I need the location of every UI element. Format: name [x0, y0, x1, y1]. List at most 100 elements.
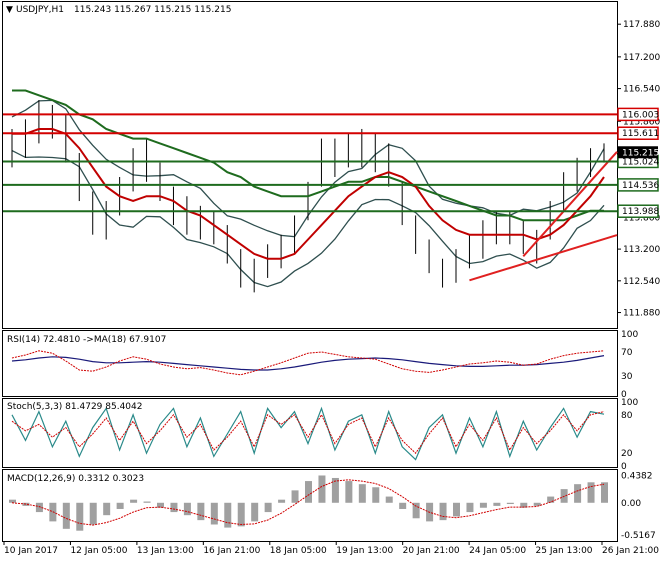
macd-hist-bar	[143, 501, 151, 503]
level-tag-box	[617, 204, 659, 218]
macd-hist-bar	[412, 502, 420, 519]
price-axis-label: 116.540	[623, 85, 660, 95]
last-price-tag-box	[618, 146, 658, 159]
ma-slow-line	[12, 89, 604, 222]
macd-hist-bar	[251, 502, 259, 522]
last-price-tag-label: 115.215	[622, 148, 659, 158]
level-tag-label: 115.611	[622, 129, 659, 139]
macd-hist-bar	[237, 502, 245, 527]
macd-hist-bar	[453, 502, 460, 517]
macd-hist-bar	[305, 481, 312, 503]
stoch-axis-label: 0	[621, 462, 627, 472]
collapse-arrow-icon[interactable]: ▼	[6, 5, 13, 15]
stoch-signal-line	[11, 411, 605, 454]
macd-panel-frame	[2, 469, 618, 542]
level-tag-box	[617, 126, 659, 140]
macd-hist-bar	[439, 502, 447, 521]
macd-hist-bar	[62, 502, 70, 529]
stoch-main-line	[11, 406, 605, 461]
macd-hist-bar	[197, 502, 205, 521]
ohlc-label: 115.243 115.267 115.215 115.215	[74, 5, 231, 15]
level-tag-label: 115.024	[622, 157, 659, 167]
price-axis-label: 117.200	[623, 53, 660, 63]
macd-hist-bar	[358, 484, 366, 503]
macd-hist-bar	[506, 502, 514, 505]
axis-layer: 117.880 117.200 116.540 115.860 113.860 113.2…	[3, 20, 660, 556]
macd-hist-bar	[89, 502, 97, 525]
macd-hist-bar	[587, 482, 595, 503]
macd-hist-bar	[22, 502, 30, 506]
rsi-panel-frame	[2, 330, 618, 397]
macd-hist-bar	[547, 496, 555, 503]
rsi-signal-line	[11, 355, 605, 371]
macd-layer	[9, 475, 608, 531]
symbol-label: USDJPY,H1	[16, 5, 64, 15]
level-tag-label: 116.003	[622, 110, 659, 120]
rsi-axis-label: 100	[621, 330, 638, 340]
macd-hist-bar	[466, 502, 474, 513]
time-axis-label: 12 Jan 05:00	[70, 546, 127, 556]
macd-hist-bar	[493, 502, 501, 506]
macd-hist-bar	[170, 502, 178, 513]
macd-hist-bar	[601, 482, 608, 503]
time-axis-label: 24 Jan 05:00	[469, 546, 526, 556]
macd-hist-bar	[291, 490, 299, 503]
macd-hist-bar	[183, 502, 191, 516]
macd-hist-bar	[399, 502, 407, 509]
macd-hist-bar	[345, 481, 353, 503]
macd-hist-bar	[35, 502, 43, 513]
macd-hist-bar	[372, 487, 380, 503]
time-axis-label: 16 Jan 21:00	[203, 546, 260, 556]
time-axis-label: 25 Jan 13:00	[536, 546, 593, 556]
stoch-axis-label: 100	[621, 398, 638, 408]
time-axis-label: 26 Jan 21:00	[602, 546, 659, 556]
stoch-axis-label: 80	[621, 411, 633, 421]
level-tag-label: 114.536	[622, 181, 659, 191]
stoch-panel-frame	[2, 398, 618, 468]
rsi-label: RSI(14) 72.4810 ->MA(18) 67.9107	[7, 335, 166, 345]
price-panel-frame	[2, 1, 618, 329]
macd-axis-label: -0.5167	[621, 531, 656, 541]
macd-hist-bar	[318, 475, 326, 503]
time-axis-label: 19 Jan 13:00	[336, 546, 393, 556]
macd-axis-label: 0.4382	[621, 472, 653, 482]
price-axis-label: 112.540	[623, 277, 660, 287]
time-axis-label: 13 Jan 13:00	[137, 546, 194, 556]
macd-hist-bar	[479, 502, 487, 508]
time-axis-label: 20 Jan 21:00	[403, 546, 460, 556]
trendline-1	[522, 151, 618, 257]
level-tag-label: 113.988	[622, 207, 659, 217]
rsi-axis-label: 0	[621, 390, 627, 400]
time-axis-label: 10 Jan 2017	[4, 546, 58, 556]
price-axis-label: 113.860	[623, 213, 660, 223]
macd-hist-bar	[116, 502, 124, 509]
ma-fast-line	[12, 128, 605, 260]
stoch-label: Stoch(5,3,3) 81.4729 85.4042	[7, 402, 142, 412]
rsi-axis-label: 30	[621, 372, 633, 382]
macd-hist-bar	[76, 502, 84, 531]
macd-hist-bar	[520, 502, 528, 508]
level-tag-box	[617, 107, 659, 122]
level-tag-box	[617, 178, 659, 192]
rsi-line	[11, 350, 605, 376]
macd-hist-bar	[385, 496, 393, 503]
price-axis-label: 115.860	[623, 117, 660, 127]
bollinger-lower	[11, 150, 605, 288]
trendline-0	[469, 234, 618, 282]
macd-hist-bar	[278, 499, 286, 503]
macd-label: MACD(12,26,9) 0.3312 0.3023	[7, 474, 144, 484]
price-axis-label: 111.880	[623, 309, 660, 319]
macd-hist-bar	[210, 502, 218, 525]
time-axis-label: 18 Jan 05:00	[270, 546, 327, 556]
macd-hist-bar	[533, 502, 541, 506]
macd-hist-bar	[331, 477, 339, 503]
levels-layer	[3, 113, 617, 213]
macd-hist-bar	[9, 499, 16, 503]
rsi-axis-label: 70	[621, 348, 633, 358]
macd-hist-bar	[264, 502, 272, 513]
macd-hist-bar	[130, 499, 138, 503]
price-axis-label: 117.880	[623, 20, 660, 30]
stoch-layer	[11, 406, 605, 461]
rsi-layer	[11, 350, 605, 376]
